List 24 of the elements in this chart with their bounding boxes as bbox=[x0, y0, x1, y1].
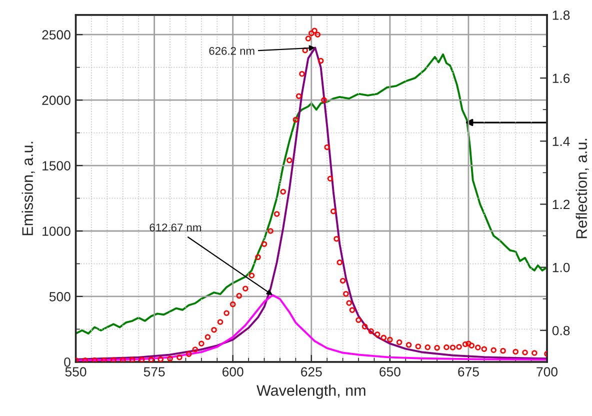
y-tick-label: 0 bbox=[64, 357, 70, 367]
y2-tick-label: 1.6 bbox=[552, 74, 570, 83]
annotation: 626.2 nm bbox=[209, 46, 254, 55]
y-tick-label: 2500 bbox=[42, 30, 70, 40]
x-tick-label: 675 bbox=[458, 367, 479, 376]
y2-tick-label: 1.8 bbox=[552, 10, 570, 20]
x-tick-label: 625 bbox=[301, 367, 322, 376]
y2-tick-label: 1.2 bbox=[552, 200, 570, 209]
x-axis-title: Wavelength, nm bbox=[256, 384, 366, 399]
y-tick-label: 2000 bbox=[42, 96, 70, 105]
y2-axis-title: Reflection, a.u. bbox=[576, 138, 589, 238]
x-tick-label: 575 bbox=[144, 367, 165, 376]
x-tick-label: 600 bbox=[222, 367, 244, 376]
x-tick-label: 650 bbox=[380, 367, 400, 376]
y-tick-label: 1000 bbox=[42, 226, 70, 236]
y-axis-title: Emission, a.u. bbox=[22, 142, 35, 236]
y2-tick-label: 1.4 bbox=[552, 136, 570, 146]
y2-tick-label: 0.8 bbox=[552, 326, 570, 336]
x-tick-label: 700 bbox=[536, 367, 558, 376]
x-tick-label: 550 bbox=[65, 367, 86, 376]
y-tick-label: 1500 bbox=[42, 161, 70, 170]
annotation: 612.67 nm bbox=[150, 224, 201, 232]
y-tick-label: 500 bbox=[49, 292, 70, 302]
y2-tick-label: 1.0 bbox=[552, 262, 570, 272]
